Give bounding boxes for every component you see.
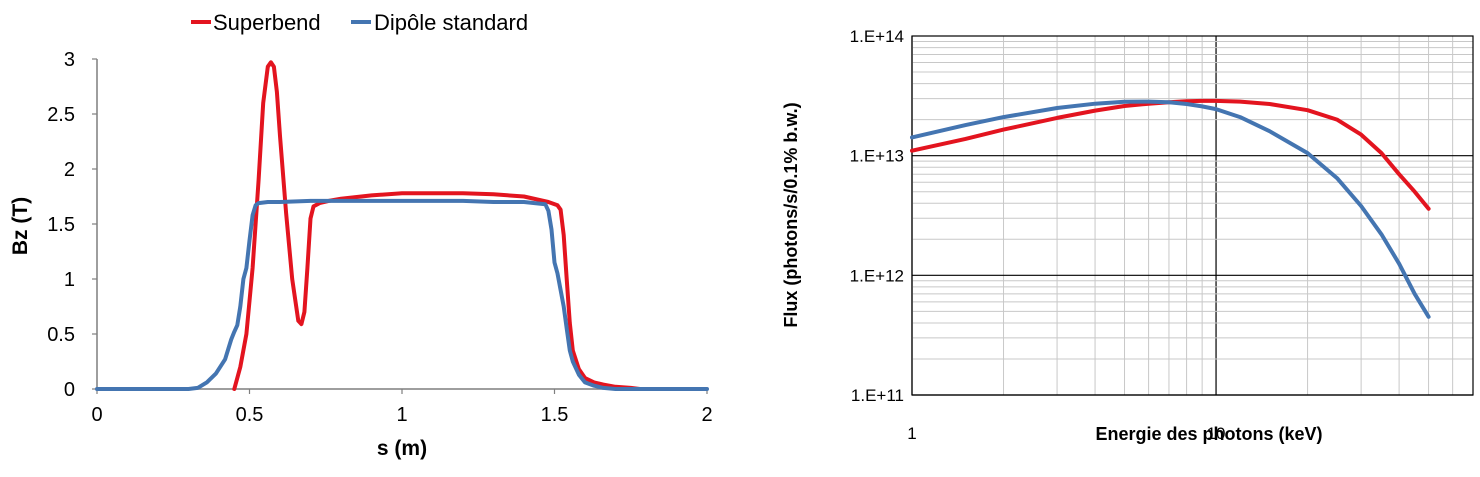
- x-axis-label: s (m): [377, 437, 427, 460]
- series-line-dipole-standard: [95, 198, 709, 391]
- plot-frame: [911, 35, 1474, 396]
- x-tick-label: 1.5: [541, 404, 569, 426]
- series-line-dipole-standard: [910, 99, 1431, 319]
- y-tick-label: 1.E+14: [850, 27, 904, 46]
- y-tick-label: 1.E+12: [850, 266, 904, 285]
- x-axis-label: Energie des photons (keV): [1095, 424, 1322, 444]
- x-tick-label: 10: [1207, 424, 1226, 443]
- y-tick-label: 0.5: [47, 324, 75, 346]
- field-profile-chart: Superbend Dipôle standard 0 0.5 1 1.5 2 0 0.5…: [9, 10, 713, 460]
- y-tick-label: 3: [64, 49, 75, 71]
- y-ticks: 1.E+11 1.E+12 1.E+13 1.E+14: [850, 27, 904, 405]
- y-tick-label: 1.E+13: [850, 147, 904, 166]
- series-lines: [95, 60, 709, 391]
- y-axis-label: Flux (photons/s/0.1% b.w.): [781, 102, 801, 327]
- x-tick-label: 0.5: [236, 404, 264, 426]
- legend-label-superbend: Superbend: [213, 10, 321, 35]
- x-ticks: 1 10: [907, 424, 1225, 443]
- legend: Superbend Dipôle standard: [191, 10, 528, 35]
- x-tick-label: 1: [396, 404, 407, 426]
- y-tick-label: 2: [64, 159, 75, 181]
- x-ticks: 0 0.5 1 1.5 2: [91, 389, 713, 426]
- x-tick-label: 0: [91, 404, 102, 426]
- series-line-superbend: [910, 98, 1431, 211]
- series-line-superbend: [232, 60, 642, 391]
- grid: [911, 36, 1474, 396]
- legend-label-dipole: Dipôle standard: [374, 10, 528, 35]
- x-tick-label: 2: [701, 404, 712, 426]
- y-axis-label: Bz (T): [9, 197, 32, 255]
- y-tick-label: 0: [64, 379, 75, 401]
- flux-spectrum-chart: 1 10 1.E+11 1.E+12 1.E+13 1.E+14 Energie des…: [781, 27, 1474, 444]
- y-tick-label: 1: [64, 269, 75, 291]
- series-lines: [910, 98, 1431, 319]
- y-tick-label: 1.E+11: [851, 386, 904, 405]
- x-tick-label: 1: [907, 424, 916, 443]
- y-tick-label: 2.5: [47, 104, 75, 126]
- y-tick-label: 1.5: [47, 214, 75, 236]
- y-ticks: 0 0.5 1 1.5 2 2.5 3: [47, 49, 97, 401]
